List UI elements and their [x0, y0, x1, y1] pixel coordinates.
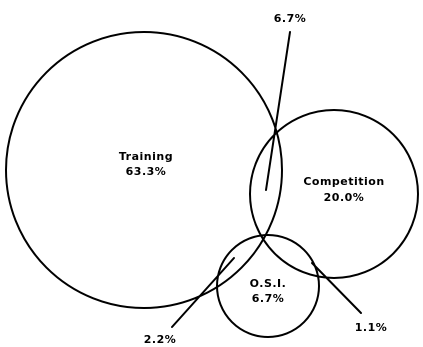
osi-value-label: 6.7%: [252, 292, 285, 305]
training-circle: [5, 31, 283, 309]
training-osi-overlap-label: 2.2%: [144, 333, 177, 346]
competition-name-label: Competition: [303, 175, 384, 188]
training-name-label: Training: [119, 150, 173, 163]
competition-value-label: 20.0%: [324, 191, 365, 204]
training-competition-overlap-label: 6.7%: [274, 12, 307, 25]
competition-circle: [249, 109, 419, 279]
training-value-label: 63.3%: [126, 165, 167, 178]
training-competition-leader: [265, 31, 291, 191]
osi-name-label: O.S.I.: [250, 277, 287, 290]
competition-osi-leader: [311, 262, 362, 314]
osi-circle: [216, 234, 320, 338]
training-osi-leader: [171, 257, 235, 328]
competition-osi-overlap-label: 1.1%: [355, 321, 388, 334]
